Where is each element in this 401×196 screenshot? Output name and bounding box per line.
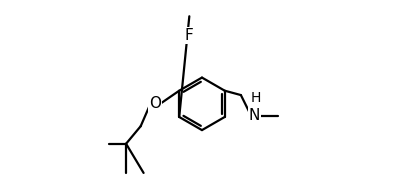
Text: F: F	[184, 28, 193, 43]
Text: O: O	[149, 96, 161, 111]
Text: H: H	[250, 91, 260, 105]
Text: N: N	[248, 108, 259, 123]
